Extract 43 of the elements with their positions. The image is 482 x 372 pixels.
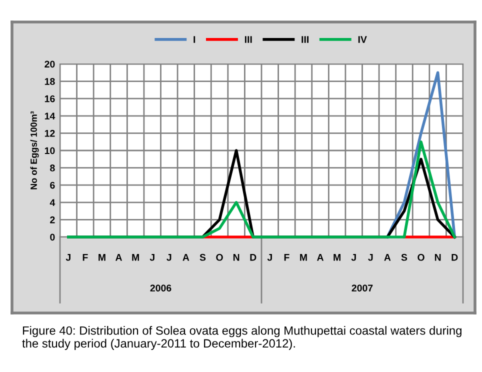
- y-tick-label: 2: [50, 216, 55, 224]
- x-tick-label: M: [98, 254, 106, 261]
- y-tick-label: 14: [44, 112, 56, 120]
- x-tick-label: A: [384, 254, 391, 261]
- y-tick-label: 18: [44, 78, 55, 85]
- x-tick-label: J: [351, 254, 356, 261]
- y-tick-label: 4: [50, 199, 56, 206]
- x-tick-label: M: [300, 254, 307, 261]
- x-tick-label: F: [82, 254, 88, 261]
- y-tick-label: 0: [50, 234, 55, 241]
- x-tick-label: J: [267, 254, 272, 261]
- y-tick-label: 6: [50, 182, 55, 189]
- x-tick-label: N: [233, 254, 240, 261]
- y-tick-label: 10: [44, 147, 55, 154]
- text: 2007: [352, 284, 373, 292]
- x-tick-label: S: [401, 254, 408, 261]
- legend-label: IV: [358, 36, 367, 43]
- y-tick-label: 16: [44, 95, 55, 102]
- x-tick-label: J: [66, 254, 70, 261]
- x-tick-label: A: [116, 254, 122, 261]
- x-tick-label: M: [132, 254, 139, 261]
- x-tick-label: J: [368, 254, 373, 261]
- x-tick-label: M: [334, 254, 340, 261]
- legend-label: III: [302, 36, 308, 43]
- y-tick-label: 8: [50, 164, 55, 172]
- x-tick-label: O: [216, 254, 223, 261]
- x-tick-label: S: [200, 254, 206, 261]
- x-tick-label: F: [284, 254, 290, 261]
- x-tick-label: A: [317, 254, 324, 261]
- caption: Figure 40: Distribution of Solea ovata eggs along Muthupettai coastal waters during the study period (January-2011 to December-2012).: [22, 326, 462, 350]
- x-tick-label: J: [166, 254, 172, 261]
- x-tick-label: A: [182, 254, 190, 261]
- legend-label: I: [194, 36, 196, 43]
- text: 2006: [150, 284, 172, 292]
- x-tick-label: O: [418, 254, 424, 261]
- y-tick-label: 20: [44, 60, 55, 68]
- x-tick-label: J: [150, 254, 154, 261]
- x-tick-label: D: [452, 254, 458, 261]
- x-tick-label: D: [250, 254, 256, 261]
- y-tick-label: 12: [44, 130, 55, 137]
- y-axis-title: No of Eggs/ 100m³: [30, 111, 39, 190]
- x-tick-label: N: [434, 254, 441, 261]
- legend-label: III: [244, 36, 252, 43]
